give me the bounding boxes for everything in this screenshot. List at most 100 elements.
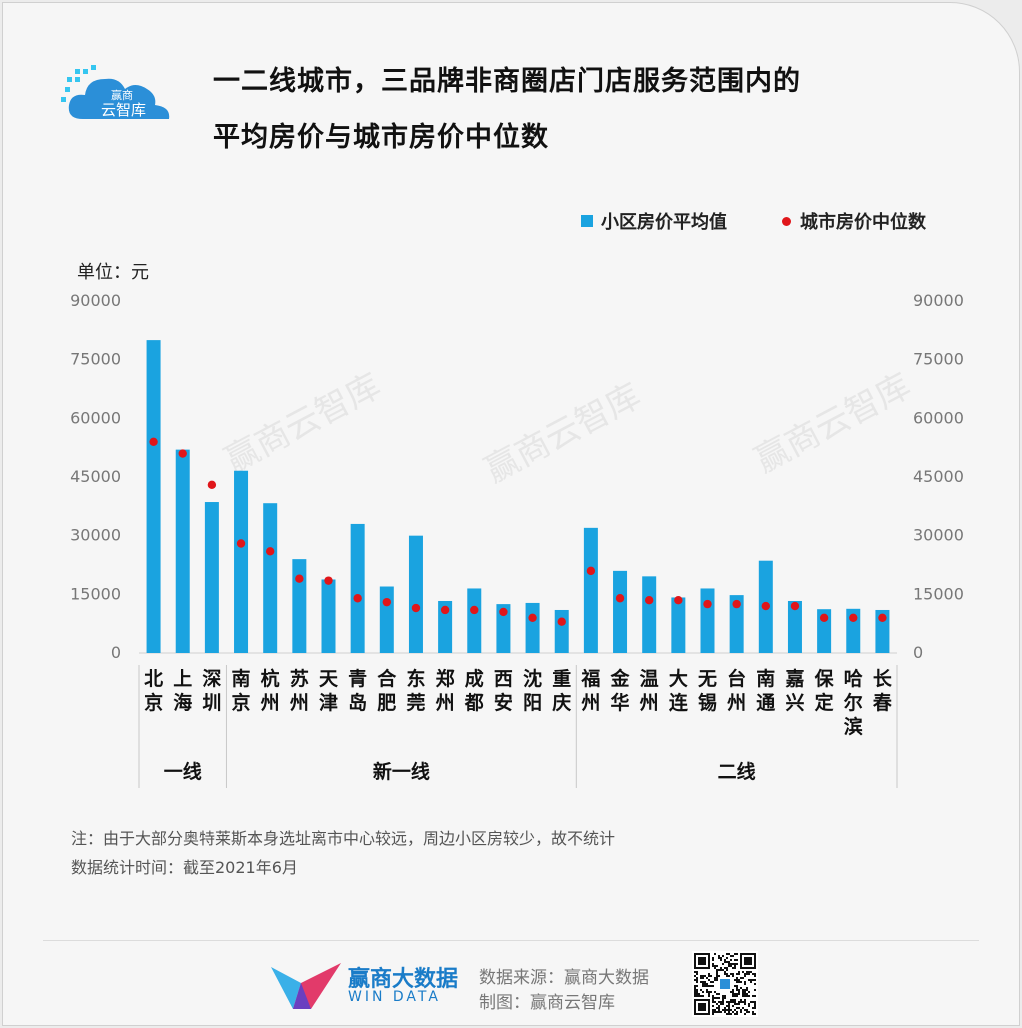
group-label: 一线 <box>164 760 202 783</box>
unit-label: 单位：元 <box>77 262 149 283</box>
brand-name-en: WIN DATA <box>348 989 441 1005</box>
y-tick-left: 45000 <box>70 467 121 486</box>
legend-bar-swatch <box>581 215 593 227</box>
x-category-char: 郑 <box>436 668 455 690</box>
median-dot <box>586 566 596 576</box>
bar <box>875 609 890 653</box>
bar <box>817 609 832 653</box>
x-category-char: 西 <box>494 668 513 690</box>
x-category-char: 定 <box>815 691 834 714</box>
x-category-char: 庆 <box>552 691 571 714</box>
x-category-char: 兴 <box>785 692 804 714</box>
x-category-char: 台 <box>727 667 746 690</box>
median-dot <box>732 599 741 609</box>
chart-title-line2: 平均房价与城市房价中位数 <box>213 122 549 153</box>
y-tick-right: 45000 <box>913 467 964 486</box>
x-category-char: 尔 <box>844 691 863 714</box>
x-category-char: 安 <box>494 691 513 714</box>
x-category-char: 无 <box>698 668 717 690</box>
y-tick-left: 75000 <box>70 350 121 369</box>
x-category-char: 哈 <box>844 667 863 690</box>
brand-name-cn: 赢商大数据 <box>348 967 459 992</box>
y-tick-left: 90000 <box>70 291 121 310</box>
x-category-char: 东 <box>406 667 425 690</box>
logo-text-top: 赢商 <box>111 88 133 102</box>
bar <box>700 588 715 653</box>
bar <box>525 602 540 653</box>
median-dot <box>265 547 275 556</box>
x-category-char: 通 <box>756 692 776 714</box>
watermark-text: 赢商云智库 <box>748 366 917 481</box>
median-dot <box>411 603 421 613</box>
x-category-char: 京 <box>232 691 251 714</box>
x-category-char: 州 <box>436 692 455 714</box>
y-tick-left: 15000 <box>70 584 121 603</box>
x-category-char: 连 <box>669 691 689 714</box>
yingshang-cloud-logo: 赢商 云智库 <box>61 65 170 119</box>
median-dot <box>674 596 683 605</box>
note-line1: 注：由于大部分奥特莱斯本身选址离市中心较远，周边小区房较少，故不统计 <box>71 829 616 848</box>
x-category-char: 州 <box>727 692 746 714</box>
x-category-char: 北 <box>144 668 163 690</box>
x-category-char: 滨 <box>844 715 863 738</box>
x-category-char: 大 <box>669 667 688 690</box>
median-dot <box>470 605 479 615</box>
median-dot <box>849 613 858 622</box>
x-category-char: 苏 <box>290 667 309 690</box>
legend-dot-swatch <box>782 217 791 226</box>
median-dot <box>236 539 246 548</box>
median-dot <box>499 607 508 617</box>
chart-maker: 制图：赢商云智库 <box>479 993 615 1013</box>
x-category-char: 保 <box>814 667 835 690</box>
y-tick-right: 60000 <box>913 408 964 427</box>
x-category-char: 津 <box>319 691 338 714</box>
x-category-char: 春 <box>873 691 892 714</box>
y-tick-right: 90000 <box>913 291 964 310</box>
bar <box>204 502 219 653</box>
legend-bar: 小区房价平均值 <box>581 208 727 234</box>
median-dot <box>819 613 829 622</box>
x-category-char: 南 <box>232 668 251 690</box>
median-dot <box>207 480 217 490</box>
x-category-char: 上 <box>173 668 192 690</box>
x-category-char: 都 <box>464 692 484 714</box>
win-data-logo-icon <box>271 963 341 1009</box>
y-tick-left: 60000 <box>70 408 121 427</box>
median-dot <box>440 605 450 615</box>
bar <box>438 600 453 653</box>
bar <box>146 340 161 653</box>
bar <box>554 609 569 653</box>
x-category-char: 沈 <box>523 667 542 690</box>
median-dot <box>353 594 362 603</box>
x-category-char: 福 <box>580 667 600 690</box>
group-label: 二线 <box>718 760 756 783</box>
x-category-char: 华 <box>611 691 630 714</box>
median-dot <box>703 599 712 609</box>
x-category-char: 重 <box>552 668 571 690</box>
median-dot <box>295 574 304 583</box>
x-category-char: 州 <box>290 692 309 714</box>
x-category-char: 锡 <box>698 691 717 714</box>
watermark-text: 赢商云智库 <box>218 366 387 481</box>
x-category-char: 杭 <box>261 667 280 690</box>
x-category-char: 州 <box>581 692 600 714</box>
y-tick-left: 0 <box>111 643 121 662</box>
bar <box>496 604 511 653</box>
watermark-text: 赢商云智库 <box>478 376 647 491</box>
x-category-char: 南 <box>756 668 775 690</box>
chart-title-line1: 一二线城市，三品牌非商圈店门店服务范围内的 <box>213 66 801 97</box>
qr-code-icon <box>692 951 758 1017</box>
median-dot <box>382 597 392 607</box>
bar <box>583 527 598 653</box>
footer-divider <box>43 940 979 941</box>
bar <box>292 559 307 653</box>
bar <box>321 579 336 653</box>
bar <box>234 470 249 653</box>
legend-bar-label: 小区房价平均值 <box>601 212 727 233</box>
x-category-char: 岛 <box>348 691 367 714</box>
bar <box>350 523 365 653</box>
x-category-char: 莞 <box>406 691 425 714</box>
x-category-char: 肥 <box>377 692 396 714</box>
x-category-char: 合 <box>377 667 397 690</box>
